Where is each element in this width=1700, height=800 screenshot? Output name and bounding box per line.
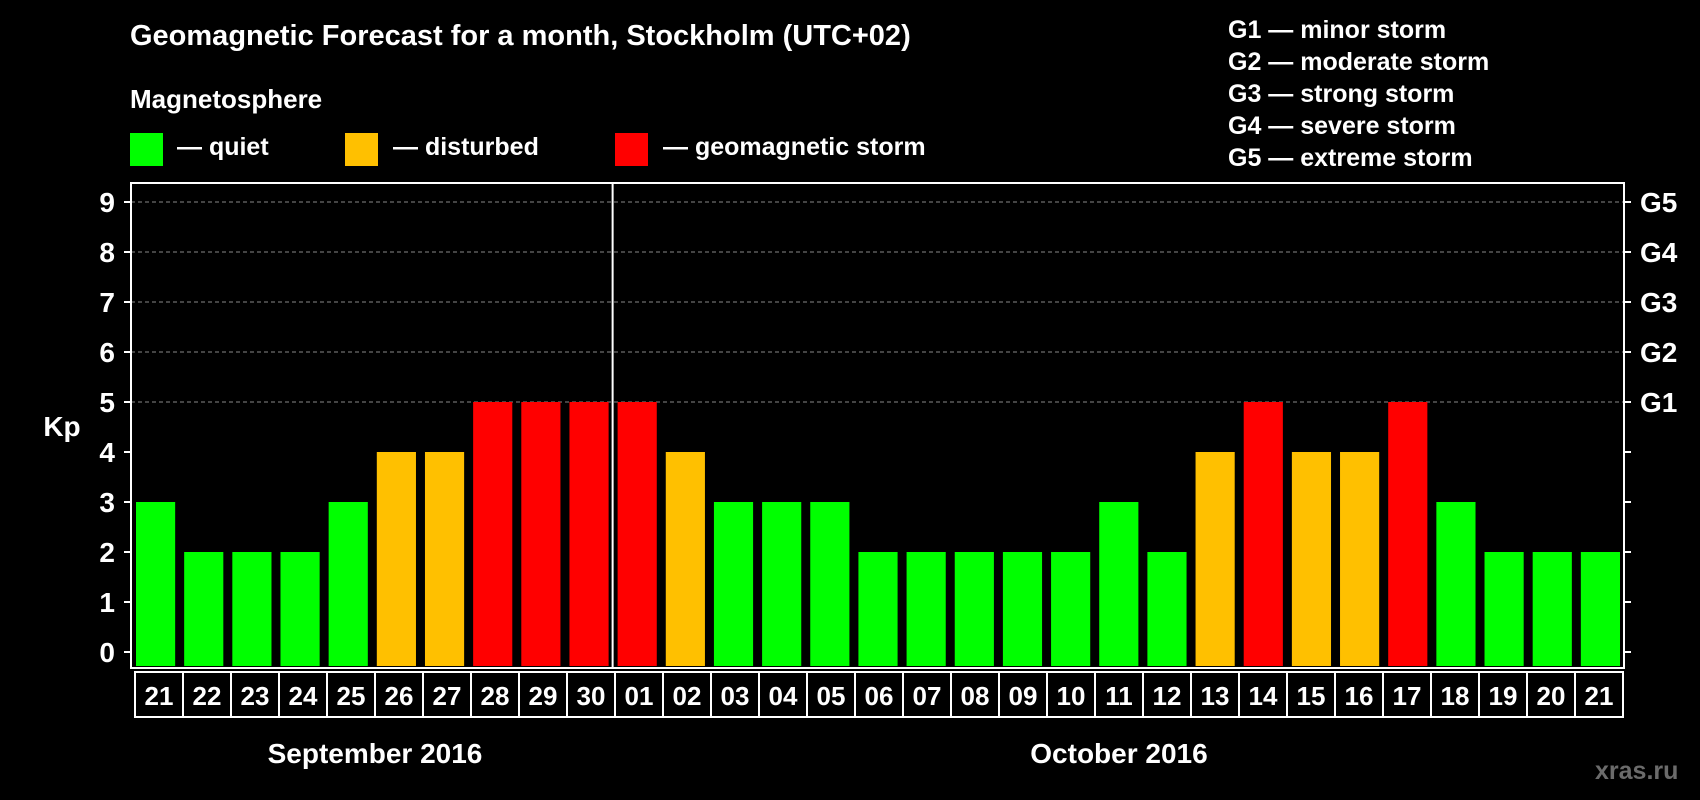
bar-6	[424, 452, 465, 666]
x-tick-label-9: 30	[577, 681, 606, 711]
right-tick-label-G2: G2	[1640, 337, 1677, 368]
bar-24	[1291, 452, 1332, 666]
y-tick-label-0: 0	[99, 637, 115, 668]
legend-label-storm: — geomagnetic storm	[663, 133, 926, 161]
y-tick-label-8: 8	[99, 237, 115, 268]
bar-13	[762, 502, 802, 666]
storm-scale-g3: G3 — strong storm	[1228, 80, 1455, 108]
y-axis-label: Kp	[43, 411, 80, 442]
bar-2	[232, 552, 272, 666]
legend-swatch-storm	[615, 133, 648, 166]
x-tick-label-13: 04	[769, 681, 798, 711]
bar-14	[810, 502, 850, 666]
x-tick-label-26: 17	[1393, 681, 1422, 711]
x-tick-label-10: 01	[625, 681, 654, 711]
x-tick-label-30: 21	[1585, 681, 1614, 711]
right-tick-label-G5: G5	[1640, 187, 1677, 218]
bar-3	[280, 552, 320, 666]
bar-12	[713, 502, 754, 666]
x-tick-label-23: 14	[1249, 681, 1278, 711]
x-tick-label-22: 13	[1201, 681, 1230, 711]
x-tick-label-29: 20	[1537, 681, 1566, 711]
x-tick-label-15: 06	[865, 681, 894, 711]
plot-frame	[130, 182, 1625, 669]
y-tick-label-3: 3	[99, 487, 115, 518]
x-tick-label-5: 26	[385, 681, 414, 711]
x-tick-label-0: 21	[145, 681, 174, 711]
bar-4	[328, 502, 368, 666]
bar-29	[1532, 552, 1572, 666]
y-tick-label-1: 1	[99, 587, 115, 618]
bar-7	[473, 402, 513, 666]
x-tick-label-1: 22	[193, 681, 222, 711]
legend-swatch-disturbed	[345, 133, 378, 166]
bar-1	[184, 552, 224, 666]
bar-23	[1243, 402, 1283, 666]
storm-scale-g2: G2 — moderate storm	[1228, 48, 1490, 76]
bar-21	[1147, 552, 1187, 666]
x-tick-label-6: 27	[433, 681, 462, 711]
x-tick-label-28: 19	[1489, 681, 1518, 711]
x-tick-label-4: 25	[337, 681, 366, 711]
x-tick-label-25: 16	[1345, 681, 1374, 711]
bar-18	[1002, 552, 1043, 666]
bar-19	[1051, 552, 1091, 666]
bar-16	[906, 552, 946, 666]
storm-scale-g5: G5 — extreme storm	[1228, 144, 1473, 172]
bar-9	[569, 402, 609, 666]
legend-swatch-quiet	[130, 133, 163, 166]
x-tick-label-21: 12	[1153, 681, 1182, 711]
legend-label-quiet: — quiet	[177, 133, 269, 161]
x-tick-label-8: 29	[529, 681, 558, 711]
y-tick-label-7: 7	[99, 287, 115, 318]
bar-8	[521, 402, 561, 666]
x-tick-label-11: 02	[673, 681, 702, 711]
x-tick-label-17: 08	[961, 681, 990, 711]
bar-10	[617, 402, 657, 666]
right-tick-label-G1: G1	[1640, 387, 1677, 418]
y-tick-label-2: 2	[99, 537, 115, 568]
storm-scale-g1: G1 — minor storm	[1228, 16, 1447, 44]
chart-title: Geomagnetic Forecast for a month, Stockh…	[130, 20, 911, 52]
bar-11	[665, 452, 705, 666]
bar-15	[858, 552, 898, 666]
legend-subtitle: Magnetosphere	[130, 84, 323, 114]
storm-scale-g4: G4 — severe storm	[1228, 112, 1456, 140]
x-tick-label-14: 05	[817, 681, 846, 711]
x-tick-label-7: 28	[481, 681, 510, 711]
x-tick-label-18: 09	[1009, 681, 1038, 711]
y-tick-label-5: 5	[99, 387, 115, 418]
bar-22	[1195, 452, 1235, 666]
bar-5	[376, 452, 416, 666]
y-tick-label-6: 6	[99, 337, 115, 368]
bar-20	[1099, 502, 1139, 666]
x-tick-label-24: 15	[1297, 681, 1326, 711]
month-label-1: October 2016	[1030, 738, 1207, 769]
y-tick-label-9: 9	[99, 187, 115, 218]
bar-25	[1340, 452, 1380, 666]
bar-30	[1580, 552, 1620, 666]
bar-28	[1484, 552, 1524, 666]
x-tick-label-27: 18	[1441, 681, 1470, 711]
month-label-0: September 2016	[268, 738, 483, 769]
legend-label-disturbed: — disturbed	[393, 133, 539, 161]
watermark: xras.ru	[1595, 757, 1679, 785]
x-tick-label-19: 10	[1057, 681, 1086, 711]
right-tick-label-G3: G3	[1640, 287, 1677, 318]
bar-17	[954, 552, 994, 666]
storm-scale-legend: G1 — minor storm G2 — moderate storm G3 …	[1228, 14, 1489, 174]
bar-0	[136, 502, 176, 666]
x-tick-label-3: 24	[289, 681, 318, 711]
x-tick-label-12: 03	[721, 681, 750, 711]
x-tick-label-2: 23	[241, 681, 270, 711]
x-tick-label-16: 07	[913, 681, 942, 711]
bar-26	[1388, 402, 1428, 666]
date-axis-box	[134, 671, 1624, 718]
right-tick-label-G4: G4	[1640, 237, 1678, 268]
x-tick-label-20: 11	[1105, 681, 1133, 711]
y-tick-label-4: 4	[99, 437, 115, 468]
bar-27	[1436, 502, 1476, 666]
